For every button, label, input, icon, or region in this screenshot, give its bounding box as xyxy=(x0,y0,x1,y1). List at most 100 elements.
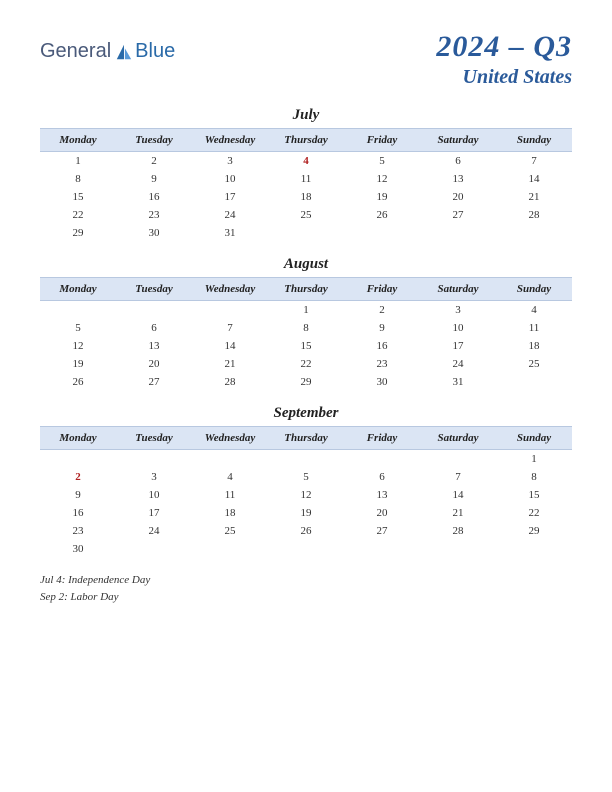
calendar-cell: 15 xyxy=(40,188,116,206)
day-header: Friday xyxy=(344,129,420,152)
calendar-cell: 11 xyxy=(268,170,344,188)
calendar-cell: 3 xyxy=(116,468,192,486)
calendar-cell: 29 xyxy=(40,224,116,242)
calendar-cell: 6 xyxy=(116,319,192,337)
calendar-cell xyxy=(268,540,344,558)
calendar-row: 567891011 xyxy=(40,319,572,337)
calendar-cell: 3 xyxy=(420,301,496,320)
calendar-cell: 31 xyxy=(420,373,496,391)
calendar-cell: 25 xyxy=(268,206,344,224)
calendar-cell: 8 xyxy=(496,468,572,486)
calendar-cell: 18 xyxy=(268,188,344,206)
calendar-row: 30 xyxy=(40,540,572,558)
header: General Blue 2024 – Q3 United States xyxy=(40,30,572,89)
calendar-cell xyxy=(496,224,572,242)
calendar-row: 12131415161718 xyxy=(40,337,572,355)
calendar-row: 1234 xyxy=(40,301,572,320)
day-header: Monday xyxy=(40,427,116,450)
calendar-cell: 1 xyxy=(40,152,116,171)
calendar-cell: 21 xyxy=(496,188,572,206)
logo: General Blue xyxy=(40,40,175,63)
calendar-cell: 21 xyxy=(192,355,268,373)
calendar-cell xyxy=(192,540,268,558)
calendar-cell xyxy=(420,450,496,469)
calendar-cell xyxy=(40,301,116,320)
calendar-row: 15161718192021 xyxy=(40,188,572,206)
holiday-list: Jul 4: Independence DaySep 2: Labor Day xyxy=(40,572,572,605)
calendar-cell: 18 xyxy=(192,504,268,522)
day-header: Saturday xyxy=(420,129,496,152)
day-header: Monday xyxy=(40,129,116,152)
calendar-row: 1234567 xyxy=(40,152,572,171)
calendar-cell: 5 xyxy=(268,468,344,486)
day-header: Tuesday xyxy=(116,278,192,301)
calendar-cell: 9 xyxy=(344,319,420,337)
calendar-cell xyxy=(268,224,344,242)
calendar-cell: 23 xyxy=(116,206,192,224)
calendar-cell: 6 xyxy=(420,152,496,171)
calendar-cell: 28 xyxy=(192,373,268,391)
calendar-table: MondayTuesdayWednesdayThursdayFridaySatu… xyxy=(40,426,572,558)
calendar-cell: 27 xyxy=(344,522,420,540)
calendar-cell: 17 xyxy=(192,188,268,206)
day-header: Sunday xyxy=(496,427,572,450)
calendar-cell xyxy=(116,450,192,469)
month-block: September MondayTuesdayWednesdayThursdayF… xyxy=(40,405,572,558)
calendar-cell: 24 xyxy=(420,355,496,373)
calendar-cell xyxy=(192,301,268,320)
calendar-cell: 20 xyxy=(420,188,496,206)
calendar-row: 22232425262728 xyxy=(40,206,572,224)
calendar-row: 1 xyxy=(40,450,572,469)
calendar-cell: 27 xyxy=(116,373,192,391)
calendar-cell: 2 xyxy=(116,152,192,171)
calendar-cell xyxy=(116,540,192,558)
calendar-cell xyxy=(192,450,268,469)
calendar-table: MondayTuesdayWednesdayThursdayFridaySatu… xyxy=(40,128,572,242)
calendar-cell xyxy=(344,540,420,558)
title-block: 2024 – Q3 United States xyxy=(436,30,572,89)
calendar-row: 293031 xyxy=(40,224,572,242)
calendar-cell: 23 xyxy=(344,355,420,373)
calendar-cell: 22 xyxy=(496,504,572,522)
calendar-cell: 26 xyxy=(268,522,344,540)
logo-text-2: Blue xyxy=(135,40,175,63)
calendar-cell: 28 xyxy=(496,206,572,224)
calendar-container: JulyMondayTuesdayWednesdayThursdayFriday… xyxy=(40,107,572,558)
month-block: July MondayTuesdayWednesdayThursdayFriday… xyxy=(40,107,572,242)
logo-text-1: General xyxy=(40,40,111,63)
calendar-cell xyxy=(40,450,116,469)
day-header: Tuesday xyxy=(116,427,192,450)
calendar-cell: 15 xyxy=(496,486,572,504)
logo-sail-icon xyxy=(115,43,133,61)
holiday-entry: Jul 4: Independence Day xyxy=(40,572,572,589)
calendar-cell: 5 xyxy=(344,152,420,171)
day-header: Tuesday xyxy=(116,129,192,152)
calendar-cell: 26 xyxy=(344,206,420,224)
calendar-cell: 23 xyxy=(40,522,116,540)
day-header: Wednesday xyxy=(192,129,268,152)
calendar-cell: 7 xyxy=(192,319,268,337)
calendar-cell: 2 xyxy=(40,468,116,486)
calendar-cell xyxy=(420,224,496,242)
month-name: July xyxy=(40,107,572,124)
calendar-cell: 12 xyxy=(40,337,116,355)
calendar-cell: 16 xyxy=(344,337,420,355)
calendar-row: 891011121314 xyxy=(40,170,572,188)
calendar-cell: 11 xyxy=(192,486,268,504)
calendar-cell: 22 xyxy=(40,206,116,224)
calendar-cell: 14 xyxy=(496,170,572,188)
day-header: Thursday xyxy=(268,129,344,152)
calendar-cell: 20 xyxy=(116,355,192,373)
calendar-cell: 12 xyxy=(268,486,344,504)
month-name: September xyxy=(40,405,572,422)
day-header: Saturday xyxy=(420,278,496,301)
calendar-cell: 14 xyxy=(192,337,268,355)
calendar-cell: 30 xyxy=(40,540,116,558)
calendar-cell: 26 xyxy=(40,373,116,391)
calendar-cell: 10 xyxy=(116,486,192,504)
day-header: Friday xyxy=(344,427,420,450)
calendar-cell: 30 xyxy=(344,373,420,391)
calendar-cell: 2 xyxy=(344,301,420,320)
calendar-cell: 7 xyxy=(496,152,572,171)
calendar-cell: 7 xyxy=(420,468,496,486)
